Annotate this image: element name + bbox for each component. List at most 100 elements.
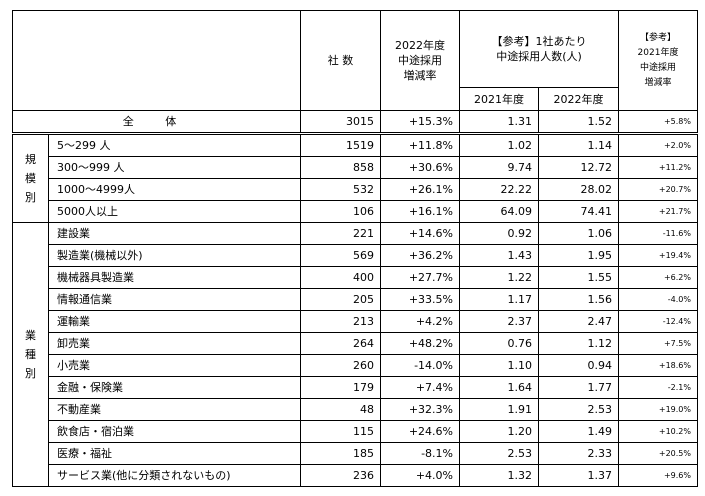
row-companies: 179: [300, 376, 381, 399]
row-avg-2022: 1.55: [538, 266, 619, 289]
table-row: 情報通信業 205 +33.5% 1.17 1.56 -4.0%: [13, 288, 698, 311]
row-avg-2022: 1.14: [538, 133, 619, 157]
row-avg-2021: 64.09: [459, 200, 539, 223]
total-label: 全 体: [12, 110, 301, 135]
row-avg-2022: 1.56: [538, 288, 619, 311]
total-avg-2021: 1.31: [459, 110, 539, 135]
category-char: 種: [25, 348, 36, 361]
table-row: 不動産業 48 +32.3% 1.91 2.53 +19.0%: [13, 398, 698, 421]
row-avg-2021: 9.74: [459, 156, 539, 179]
row-avg-2021: 0.76: [459, 332, 539, 355]
row-avg-2021: 1.32: [459, 464, 539, 487]
category-char: 業: [25, 329, 36, 342]
row-change-2022: -8.1%: [380, 442, 460, 465]
header-ref-per-company: 【参考】1社あたり 中途採用人数(人): [459, 10, 619, 88]
table-row: 規模別 5～299 人 1519 +11.8% 1.02 1.14 +2.0%: [12, 133, 698, 223]
row-avg-2022: 1.49: [538, 420, 619, 443]
header-row-top: 社 数 2022年度 中途採用 増減率 【参考】1社あたり 中途採用人数(人) …: [12, 10, 698, 111]
category-char: 別: [25, 367, 36, 380]
row-change-2021: +20.5%: [618, 442, 698, 465]
row-change-2021: +18.6%: [618, 354, 698, 377]
row-change-2021: -12.4%: [618, 310, 698, 333]
row-change-2021: +6.2%: [618, 266, 698, 289]
row-label: 300～999 人: [48, 156, 301, 179]
header-change-2022: 2022年度 中途採用 増減率: [380, 10, 460, 111]
table-row: 医療・福祉 185 -8.1% 2.53 2.33 +20.5%: [13, 442, 698, 465]
row-avg-2022: 1.12: [538, 332, 619, 355]
row-change-2022: +32.3%: [380, 398, 460, 421]
row-change-2021: +21.7%: [618, 200, 698, 223]
row-companies: 236: [300, 464, 381, 487]
total-change-2021: +5.8%: [618, 110, 698, 135]
row-companies: 260: [300, 354, 381, 377]
category-char: 別: [25, 191, 36, 204]
row-companies: 221: [300, 222, 381, 245]
row-change-2022: +14.6%: [380, 222, 460, 245]
row-change-2021: +11.2%: [618, 156, 698, 179]
row-avg-2022: 1.95: [538, 244, 619, 267]
row-avg-2021: 1.20: [459, 420, 539, 443]
row-label: 5～299 人: [48, 133, 301, 157]
row-companies: 185: [300, 442, 381, 465]
row-companies: 106: [300, 200, 381, 223]
row-change-2021: +2.0%: [618, 133, 698, 157]
header-year-2022: 2022年度: [538, 87, 619, 111]
table-row: 300～999 人 858 +30.6% 9.74 12.72 +11.2%: [13, 156, 698, 179]
header-ref-change-2021: 【参考】 2021年度 中途採用 増減率: [618, 10, 698, 111]
row-label: 医療・福祉: [48, 442, 301, 465]
row-change-2021: +9.6%: [618, 464, 698, 487]
row-avg-2022: 74.41: [538, 200, 619, 223]
total-row: 全 体 3015 +15.3% 1.31 1.52 +5.8%: [12, 110, 698, 135]
row-avg-2022: 1.06: [538, 222, 619, 245]
row-avg-2021: 2.53: [459, 442, 539, 465]
row-avg-2022: 1.37: [538, 464, 619, 487]
row-companies: 569: [300, 244, 381, 267]
row-change-2021: +19.0%: [618, 398, 698, 421]
total-companies: 3015: [300, 110, 381, 135]
row-avg-2021: 0.92: [459, 222, 539, 245]
row-companies: 1519: [300, 133, 381, 157]
header-year-2021: 2021年度: [459, 87, 539, 111]
row-change-2022: +36.2%: [380, 244, 460, 267]
row-avg-2022: 0.94: [538, 354, 619, 377]
row-companies: 264: [300, 332, 381, 355]
table-row: 金融・保険業 179 +7.4% 1.64 1.77 -2.1%: [13, 376, 698, 399]
row-change-2022: +16.1%: [380, 200, 460, 223]
row-change-2021: +7.5%: [618, 332, 698, 355]
row-label: 卸売業: [48, 332, 301, 355]
row-avg-2022: 12.72: [538, 156, 619, 179]
row-change-2022: +24.6%: [380, 420, 460, 443]
category-label: 業種別: [12, 222, 49, 487]
row-avg-2022: 1.77: [538, 376, 619, 399]
row-companies: 400: [300, 266, 381, 289]
row-avg-2021: 1.91: [459, 398, 539, 421]
hiring-table-container: 社 数 2022年度 中途採用 増減率 【参考】1社あたり 中途採用人数(人) …: [12, 10, 698, 487]
category-char: 規: [25, 153, 36, 166]
row-change-2022: +7.4%: [380, 376, 460, 399]
row-change-2022: +4.0%: [380, 464, 460, 487]
row-change-2022: +48.2%: [380, 332, 460, 355]
row-avg-2022: 2.53: [538, 398, 619, 421]
row-label: 製造業(機械以外): [48, 244, 301, 267]
row-label: 機械器具製造業: [48, 266, 301, 289]
row-companies: 205: [300, 288, 381, 311]
table-row: 業種別建設業 221 +14.6% 0.92 1.06 -11.6%: [12, 222, 698, 487]
row-label: 小売業: [48, 354, 301, 377]
header-row-years: 2021年度 2022年度: [13, 87, 698, 111]
table-row: 製造業(機械以外) 569 +36.2% 1.43 1.95 +19.4%: [13, 244, 698, 267]
row-change-2021: -4.0%: [618, 288, 698, 311]
category-char: 模: [25, 172, 36, 185]
row-companies: 532: [300, 178, 381, 201]
table-row: 卸売業 264 +48.2% 0.76 1.12 +7.5%: [13, 332, 698, 355]
row-avg-2021: 1.02: [459, 133, 539, 157]
row-label: 1000～4999人: [48, 178, 301, 201]
row-companies: 115: [300, 420, 381, 443]
row-avg-2021: 2.37: [459, 310, 539, 333]
row-label: 5000人以上: [48, 200, 301, 223]
row-change-2021: +10.2%: [618, 420, 698, 443]
row-avg-2021: 22.22: [459, 178, 539, 201]
row-change-2022: +26.1%: [380, 178, 460, 201]
row-change-2022: +33.5%: [380, 288, 460, 311]
table-row: 1000～4999人 532 +26.1% 22.22 28.02 +20.7%: [13, 178, 698, 201]
table-row: 運輸業 213 +4.2% 2.37 2.47 -12.4%: [13, 310, 698, 333]
